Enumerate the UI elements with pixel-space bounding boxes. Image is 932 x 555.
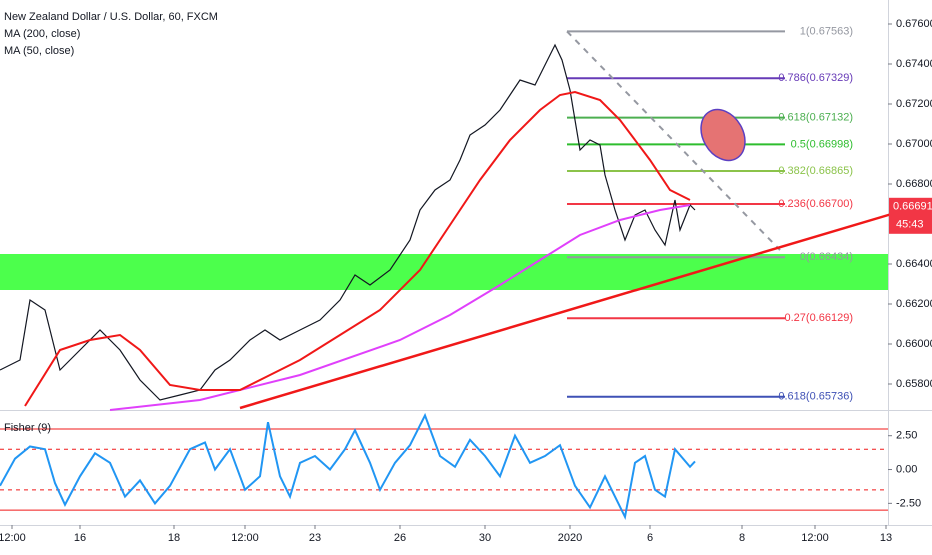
y-tick-label: 0.67000 bbox=[896, 138, 932, 150]
fib-label: 0.236(0.66700) bbox=[778, 198, 853, 210]
x-tick-label: 16 bbox=[74, 532, 86, 544]
x-tick-label: 12:00 bbox=[231, 532, 259, 544]
fib-label: 0.5(0.66998) bbox=[791, 138, 853, 150]
price-label: 0.66691 bbox=[893, 201, 932, 213]
fib-label: 1(0.67563) bbox=[800, 25, 853, 37]
x-tick-label: 12:00 bbox=[801, 532, 829, 544]
main-pane: 1(0.67563) 0.786(0.67329) 0.618(0.67132) 0.… bbox=[0, 25, 932, 411]
fib-label: -0.27(0.66129) bbox=[781, 312, 853, 324]
series-line bbox=[24, 90, 691, 407]
fib-trend bbox=[566, 30, 781, 251]
fib-label: 0.618(0.67132) bbox=[778, 112, 853, 124]
fib-label: 0.382(0.66865) bbox=[778, 165, 853, 177]
price-line bbox=[0, 43, 696, 401]
legend-ma200: MA (200, close) bbox=[4, 28, 80, 40]
x-tick-label: 18 bbox=[168, 532, 180, 544]
countdown: 45:43 bbox=[896, 219, 924, 231]
x-tick-label: 26 bbox=[394, 532, 406, 544]
legend-ma50: MA (50, close) bbox=[4, 45, 74, 57]
y-tick-label: 0.67200 bbox=[896, 98, 932, 110]
y-tick-label: 0.66000 bbox=[896, 338, 932, 350]
y-tick-label: -2.50 bbox=[896, 497, 921, 509]
trendline bbox=[239, 200, 932, 410]
y-tick-label: 0.67600 bbox=[896, 18, 932, 30]
x-tick-label: 12:00 bbox=[0, 532, 26, 544]
fisher-pane bbox=[0, 412, 888, 521]
x-tick-label: 2020 bbox=[558, 532, 582, 544]
chart-title: New Zealand Dollar / U.S. Dollar, 60, FX… bbox=[4, 11, 218, 23]
x-tick-label: 23 bbox=[309, 532, 321, 544]
y-tick-label: 0.65800 bbox=[896, 378, 932, 390]
fib-label: -0.618(0.65736) bbox=[775, 391, 853, 403]
x-tick-label: 13 bbox=[880, 532, 892, 544]
fib-label: 0(0.66434) bbox=[800, 251, 853, 263]
y-tick-label: 0.66400 bbox=[896, 258, 932, 270]
price-badge bbox=[889, 197, 932, 234]
series-line bbox=[109, 204, 691, 411]
fisher-title: Fisher (9) bbox=[4, 422, 51, 434]
zone bbox=[0, 254, 888, 290]
y-tick-label: 0.00 bbox=[896, 463, 917, 475]
x-tick-label: 30 bbox=[479, 532, 491, 544]
y-tick-label: 2.50 bbox=[896, 430, 917, 442]
x-tick-label: 6 bbox=[647, 532, 653, 544]
fib-label: 0.786(0.67329) bbox=[778, 72, 853, 84]
y-tick-label: 0.67400 bbox=[896, 58, 932, 70]
y-tick-label: 0.66200 bbox=[896, 298, 932, 310]
series-line bbox=[0, 412, 696, 521]
y-tick-label: 0.66800 bbox=[896, 178, 932, 190]
ellipse-annotation bbox=[700, 108, 746, 162]
x-tick-label: 8 bbox=[739, 532, 745, 544]
